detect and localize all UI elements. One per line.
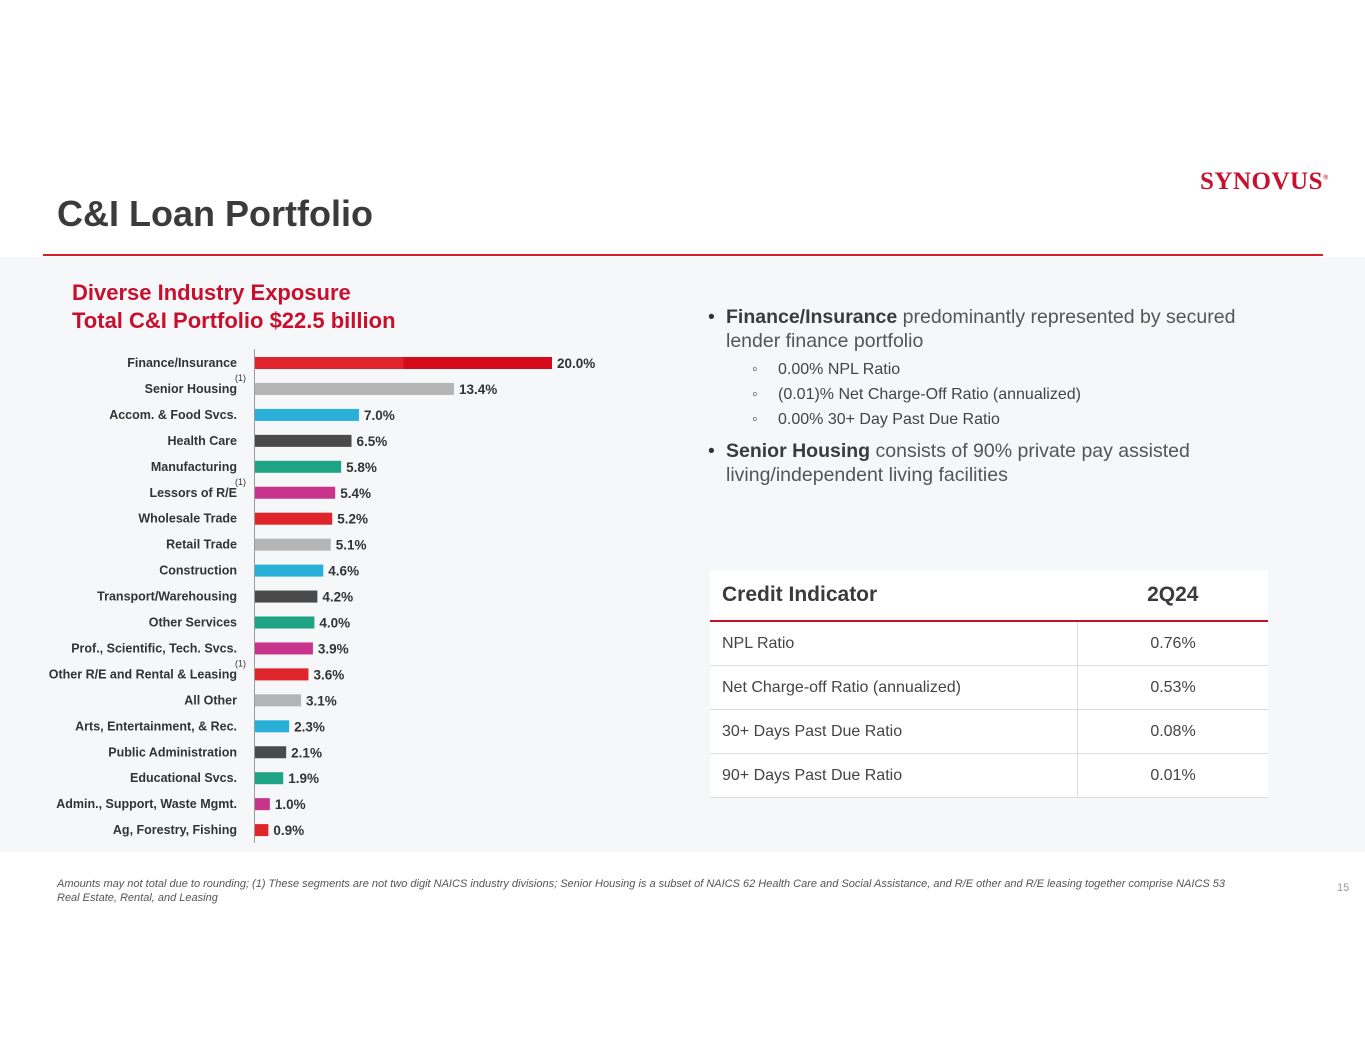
category-label: Other R/E and Rental & Leasing bbox=[49, 667, 237, 681]
category-label: Senior Housing bbox=[145, 382, 237, 396]
data-label: 3.1% bbox=[306, 693, 337, 708]
data-label: 2.3% bbox=[294, 719, 325, 734]
bar bbox=[255, 694, 302, 707]
data-label: 0.9% bbox=[273, 823, 304, 838]
footnote: Amounts may not total due to rounding; (… bbox=[57, 878, 1226, 904]
data-label: 4.2% bbox=[322, 590, 353, 605]
industry-exposure-bar-chart: Finance/Insurance 20.0%Senior Housing(1)1… bbox=[49, 349, 595, 843]
data-label: 2.1% bbox=[291, 745, 322, 760]
data-label: 1.9% bbox=[288, 771, 319, 786]
header-period: 2Q24 bbox=[1077, 570, 1268, 622]
row-value: 0.08% bbox=[1077, 709, 1268, 754]
row-label: 30+ Days Past Due Ratio bbox=[710, 709, 1078, 754]
data-label: 5.4% bbox=[340, 486, 371, 501]
bullet-senior-housing: Senior Housing consists of 90% private p… bbox=[708, 439, 1288, 487]
category-label: Wholesale Trade bbox=[138, 512, 237, 526]
row-label: 90+ Days Past Due Ratio bbox=[710, 753, 1078, 798]
bar bbox=[255, 798, 270, 811]
bar bbox=[255, 642, 313, 655]
category-label: Public Administration bbox=[108, 745, 237, 759]
bar bbox=[255, 668, 309, 681]
category-label: Transport/Warehousing bbox=[97, 590, 237, 604]
bar bbox=[255, 590, 318, 603]
category-label: All Other bbox=[184, 693, 237, 707]
row-label: Net Charge-off Ratio (annualized) bbox=[710, 665, 1078, 710]
table-header-row: Credit Indicator 2Q24 bbox=[710, 570, 1268, 622]
table-row: Net Charge-off Ratio (annualized) 0.53% bbox=[710, 665, 1268, 710]
bullet-list: Finance/Insurance predominantly represen… bbox=[708, 305, 1288, 494]
category-label: Other Services bbox=[149, 616, 237, 630]
chart-subtitle: Total C&I Portfolio $22.5 billion bbox=[72, 308, 396, 333]
bar bbox=[255, 382, 454, 395]
category-label: Educational Svcs. bbox=[130, 771, 237, 785]
data-label: 3.9% bbox=[318, 641, 349, 656]
chart-title: Diverse Industry Exposure bbox=[72, 280, 351, 305]
synovus-logo: SYNOVUS® bbox=[1200, 168, 1329, 196]
row-value: 0.01% bbox=[1077, 753, 1268, 798]
bar bbox=[255, 564, 324, 577]
data-label: 5.8% bbox=[346, 460, 377, 475]
registered-mark: ® bbox=[1322, 173, 1329, 182]
sub-bullet: 0.00% 30+ Day Past Due Ratio bbox=[726, 407, 1288, 432]
title-divider bbox=[43, 254, 1323, 256]
data-label: 4.0% bbox=[319, 616, 350, 631]
row-label: NPL Ratio bbox=[710, 621, 1078, 666]
data-label: 4.6% bbox=[328, 564, 359, 579]
row-value: 0.53% bbox=[1077, 665, 1268, 710]
category-label: Manufacturing bbox=[151, 460, 237, 474]
category-label: Lessors of R/E bbox=[149, 486, 237, 500]
bar bbox=[255, 824, 269, 837]
data-label: 1.0% bbox=[275, 797, 306, 812]
bar bbox=[255, 434, 352, 447]
sub-bullet: 0.00% NPL Ratio bbox=[726, 357, 1288, 382]
table-row: NPL Ratio 0.76% bbox=[710, 621, 1268, 666]
data-label: 6.5% bbox=[357, 434, 388, 449]
bar bbox=[255, 772, 284, 785]
row-value: 0.76% bbox=[1077, 621, 1268, 666]
category-label: Ag, Forestry, Fishing bbox=[113, 823, 237, 837]
bar bbox=[255, 408, 359, 421]
page-number: 15 bbox=[1337, 882, 1350, 894]
data-label: 5.1% bbox=[336, 538, 367, 553]
page-title: C&I Loan Portfolio bbox=[57, 193, 373, 234]
header-credit-indicator: Credit Indicator bbox=[710, 570, 1078, 622]
table-row: 30+ Days Past Due Ratio 0.08% bbox=[710, 709, 1268, 754]
logo-text: SYNOVUS bbox=[1200, 168, 1323, 195]
bar bbox=[255, 616, 315, 629]
bullet-finance-insurance: Finance/Insurance predominantly represen… bbox=[708, 305, 1288, 432]
sub-bullet-list: 0.00% NPL Ratio (0.01)% Net Charge-Off R… bbox=[726, 357, 1288, 432]
footnote-mark: (1) bbox=[235, 373, 246, 383]
category-label: Construction bbox=[159, 564, 237, 578]
bar bbox=[255, 538, 331, 551]
credit-indicator-table: Credit Indicator 2Q24 NPL Ratio 0.76% Ne… bbox=[710, 570, 1268, 798]
sub-bullet: (0.01)% Net Charge-Off Ratio (annualized… bbox=[726, 382, 1288, 407]
bar bbox=[403, 357, 552, 369]
data-label: 7.0% bbox=[364, 408, 395, 423]
data-label: 3.6% bbox=[313, 667, 344, 682]
table-row: 90+ Days Past Due Ratio 0.01% bbox=[710, 753, 1268, 798]
category-label: Accom. & Food Svcs. bbox=[109, 408, 237, 422]
bar bbox=[255, 720, 290, 733]
bullet-text: consists of 90% private pay assisted liv… bbox=[726, 440, 1190, 486]
chart-heading: Diverse Industry Exposure Total C&I Port… bbox=[72, 279, 396, 335]
bar bbox=[255, 486, 336, 499]
bar bbox=[255, 357, 404, 369]
bar bbox=[255, 460, 342, 473]
category-label: Finance/Insurance bbox=[127, 356, 237, 370]
category-label: Admin., Support, Waste Mgmt. bbox=[56, 797, 237, 811]
bullet-bold: Senior Housing bbox=[726, 440, 871, 462]
bar bbox=[255, 746, 287, 759]
category-label: Arts, Entertainment, & Rec. bbox=[75, 719, 237, 733]
category-label: Retail Trade bbox=[166, 538, 237, 552]
data-label: 20.0% bbox=[557, 356, 595, 371]
bullet-text: predominantly represented by secured len… bbox=[726, 306, 1236, 352]
category-label: Prof., Scientific, Tech. Svcs. bbox=[71, 641, 237, 655]
footnote-mark: (1) bbox=[235, 658, 246, 668]
category-label: Health Care bbox=[168, 434, 238, 448]
bullet-bold: Finance/Insurance bbox=[726, 306, 898, 328]
footnote-mark: (1) bbox=[235, 477, 246, 487]
bar bbox=[255, 512, 333, 525]
data-label: 5.2% bbox=[337, 512, 368, 527]
data-label: 13.4% bbox=[459, 382, 497, 397]
